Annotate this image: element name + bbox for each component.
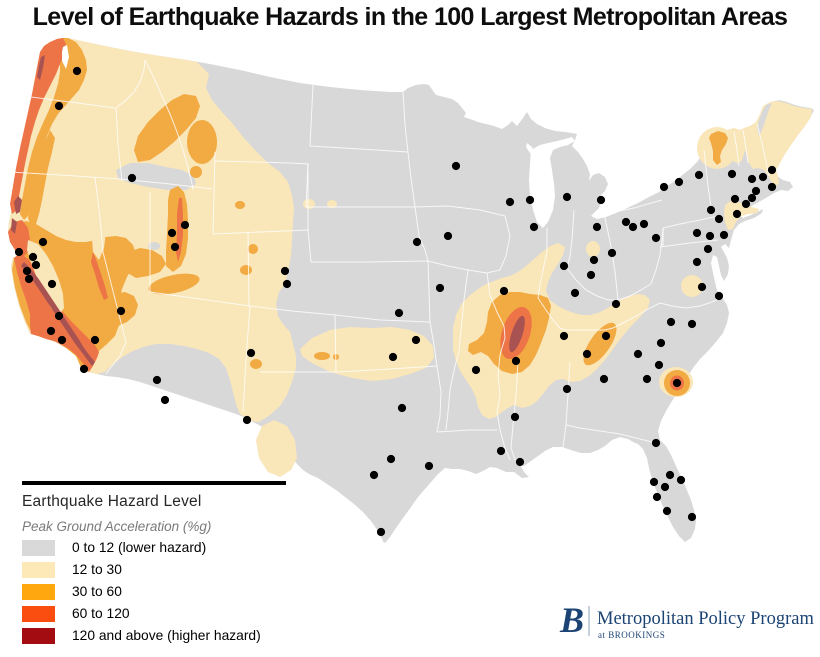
svg-text:B: B (559, 600, 584, 640)
svg-text:Metropolitan Policy Program: Metropolitan Policy Program (597, 609, 814, 629)
svg-text:at BROOKINGS: at BROOKINGS (598, 630, 665, 640)
